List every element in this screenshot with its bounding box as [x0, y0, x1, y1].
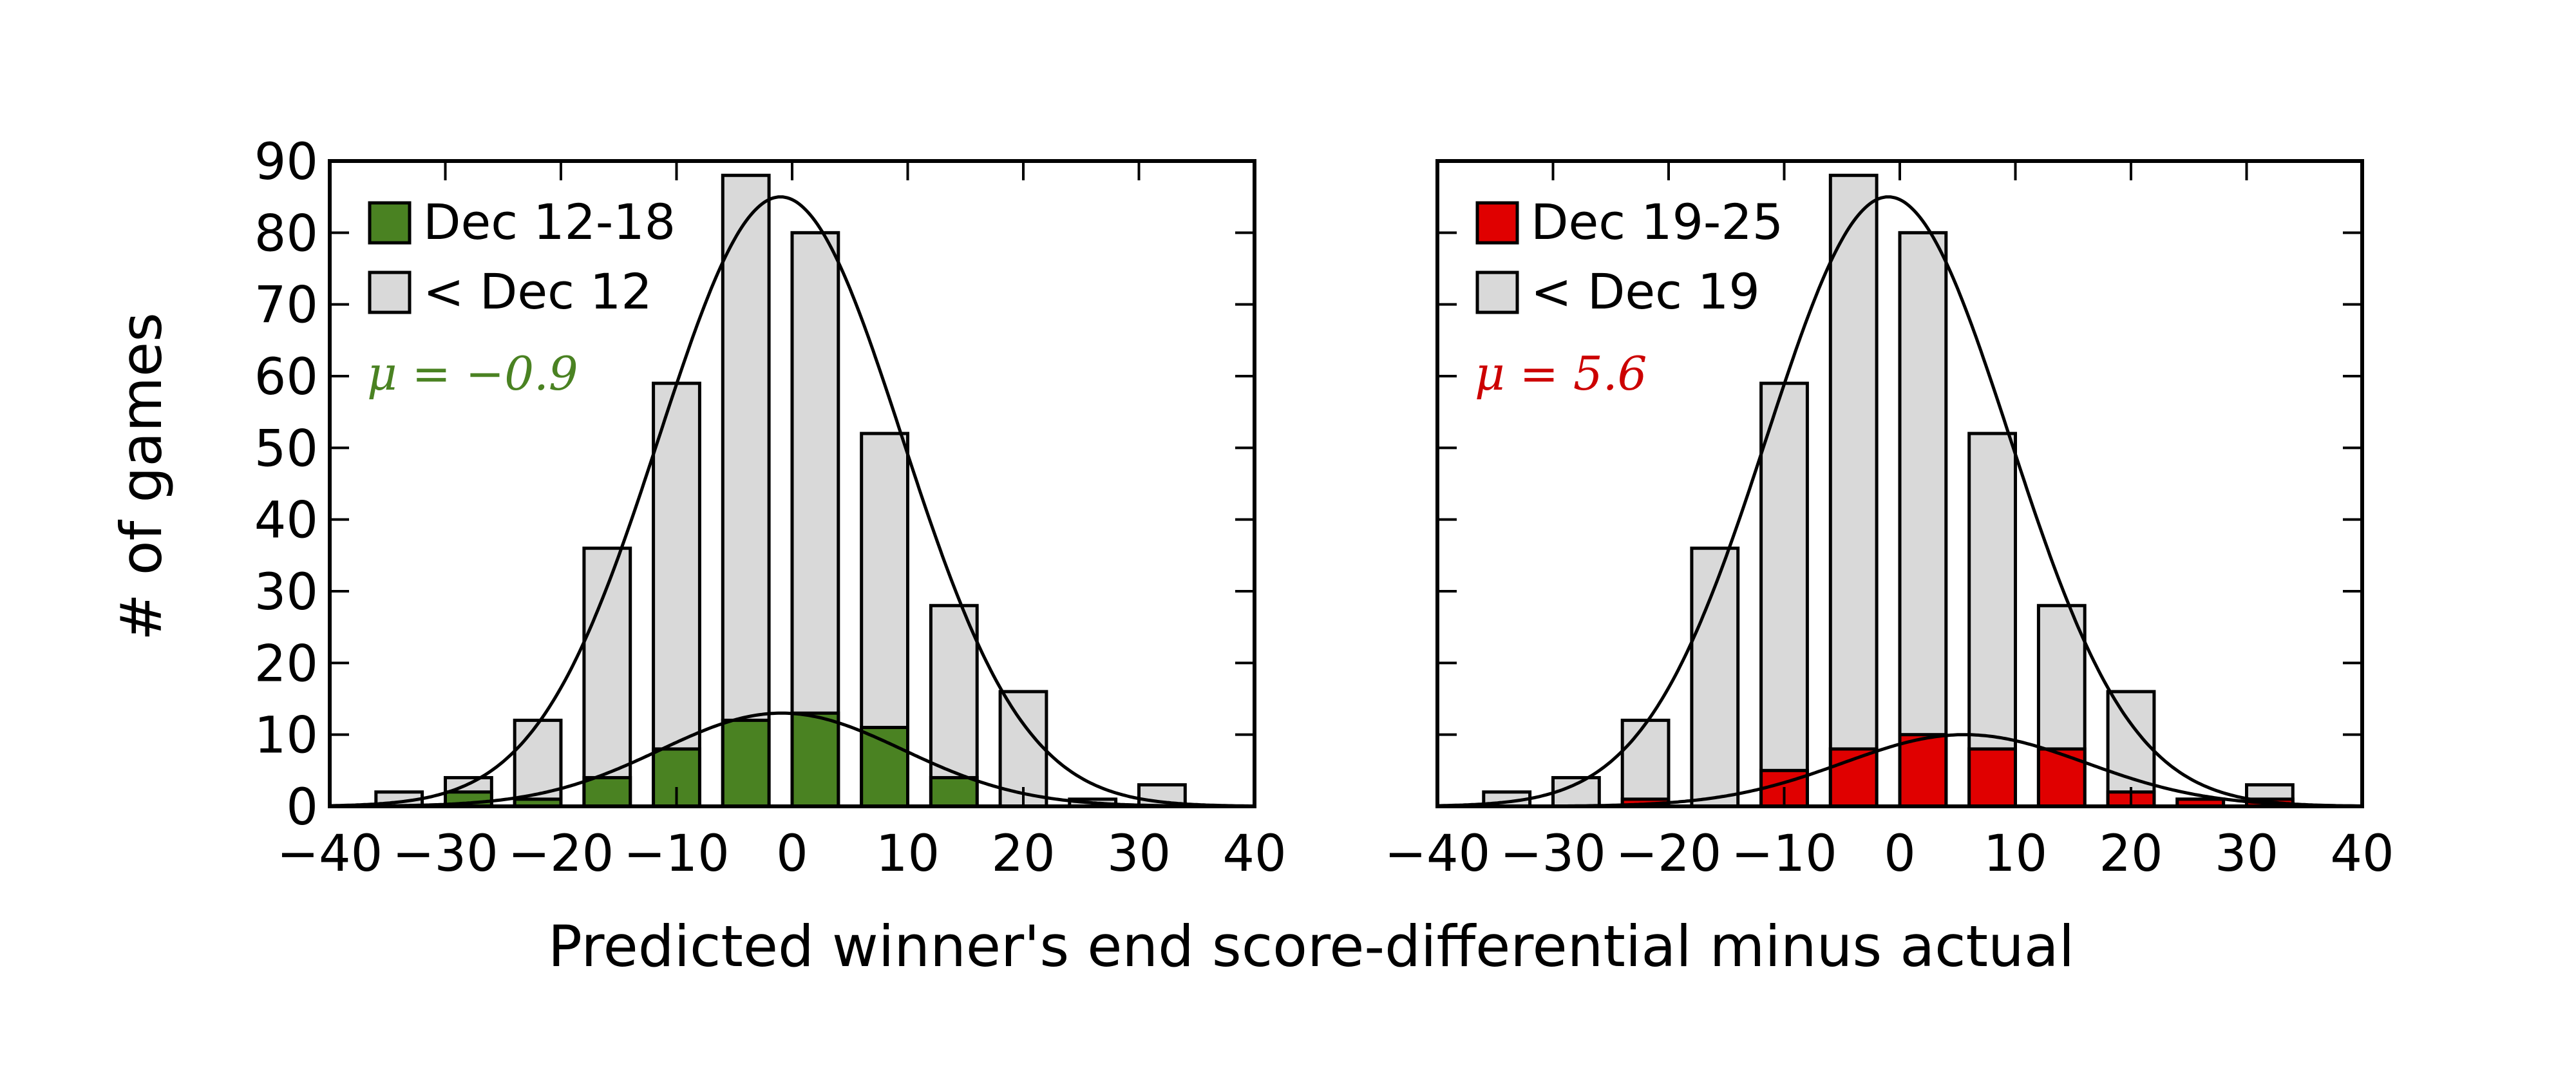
y-tick-label: 10	[254, 707, 318, 765]
fit-curve	[330, 195, 1255, 808]
bar-highlight	[929, 775, 979, 808]
x-tick-label: −10	[623, 825, 730, 883]
y-tick-label: 30	[254, 564, 318, 622]
x-tick-label: −20	[1616, 825, 1722, 883]
x-tick-label: 30	[2215, 825, 2278, 883]
x-tick-label: 10	[876, 825, 940, 883]
y-tick-label: 40	[254, 492, 318, 550]
x-tick-label: 20	[2099, 825, 2163, 883]
legend-swatch	[368, 201, 412, 245]
bar-baseline	[582, 546, 632, 808]
bar-baseline	[1690, 546, 1740, 808]
legend: Dec 12-18 < Dec 12	[368, 193, 676, 320]
x-tick-label: −30	[1500, 825, 1606, 883]
ticks-layer: −40 −30 −20 −10 0 10 20 30 40 0 10 20 30 40 50 60 70 80 90	[254, 133, 1287, 883]
bar-highlight	[721, 718, 771, 808]
bar-baseline	[1898, 231, 1948, 808]
bars-layer	[374, 173, 1187, 808]
x-tick-label: −10	[1731, 825, 1837, 883]
y-tick-label: 80	[254, 205, 318, 263]
right-histogram-panel: −40 −30 −20 −10 0 10 20 30 40 Dec 19-25 < Dec 19 μ …	[1385, 159, 2394, 883]
y-tick-label: 90	[254, 133, 318, 191]
x-tick-label: −40	[277, 825, 383, 883]
x-tick-label: 40	[2330, 825, 2394, 883]
y-tick-label: 60	[254, 348, 318, 406]
y-tick-label: 0	[286, 779, 318, 837]
x-tick-label: −30	[392, 825, 498, 883]
y-tick-label: 20	[254, 635, 318, 693]
legend-label: Dec 12-18	[423, 193, 676, 251]
legend-label: < Dec 12	[423, 263, 652, 320]
fit-curve	[1437, 195, 2362, 808]
x-tick-label: 30	[1107, 825, 1171, 883]
legend: Dec 19-25 < Dec 19	[1475, 193, 1783, 320]
legend-label: < Dec 19	[1531, 263, 1760, 320]
bar-highlight	[2036, 747, 2087, 808]
legend-swatch	[368, 270, 412, 314]
mean-annotation: μ = 5.6	[1475, 346, 1647, 401]
ticks-layer: −40 −30 −20 −10 0 10 20 30 40	[1385, 160, 2394, 883]
x-tick-label: 10	[1984, 825, 2047, 883]
bar-baseline	[1828, 173, 1879, 808]
bar-highlight	[1967, 747, 2018, 808]
x-axis-title: Predicted winner's end score-differentia…	[548, 913, 2074, 980]
bar-highlight	[582, 775, 632, 808]
y-axis-title: # of games	[108, 312, 175, 641]
bar-highlight	[1898, 733, 1948, 808]
x-tick-label: 40	[1222, 825, 1286, 883]
bar-baseline	[929, 603, 979, 808]
bar-baseline	[1620, 718, 1671, 808]
x-tick-label: 0	[1884, 825, 1916, 883]
x-tick-label: 0	[776, 825, 808, 883]
legend-label: Dec 19-25	[1531, 193, 1783, 251]
bar-highlight	[790, 711, 840, 808]
x-tick-label: −40	[1385, 825, 1491, 883]
left-histogram-panel: −40 −30 −20 −10 0 10 20 30 40 0 10 20 30 40 50 60 70 80 90…	[254, 133, 1287, 883]
x-tick-label: 20	[991, 825, 1055, 883]
fit-curve	[329, 711, 1255, 808]
x-tick-label: −20	[508, 825, 614, 883]
y-tick-label: 50	[254, 420, 318, 478]
bar-baseline	[1759, 381, 1809, 808]
mean-annotation: μ = −0.9	[367, 346, 578, 401]
legend-swatch	[1475, 201, 1519, 245]
bar-baseline	[721, 173, 771, 808]
bar-highlight	[860, 726, 910, 808]
legend-swatch	[1475, 270, 1519, 314]
fit-curves-layer	[329, 195, 1255, 808]
bar-baseline	[1967, 432, 2018, 808]
y-tick-label: 70	[254, 277, 318, 335]
